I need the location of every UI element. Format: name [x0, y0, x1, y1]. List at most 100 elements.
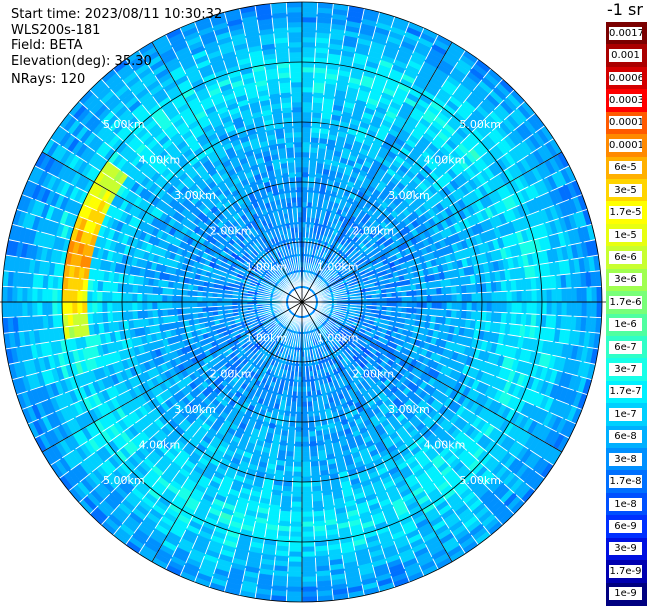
ppi-cell — [301, 481, 312, 488]
ppi-cell — [460, 310, 467, 320]
ppi-cell — [293, 456, 303, 463]
ppi-cell — [496, 291, 503, 303]
ppi-cell — [386, 297, 393, 303]
ppi-cell — [307, 191, 314, 198]
ppi-cell — [301, 136, 311, 143]
ppi-cell — [301, 131, 312, 138]
ppi-cell — [486, 291, 493, 303]
ppi-cell — [481, 292, 488, 303]
ppi-cell — [521, 301, 528, 314]
ppi-cell — [596, 286, 602, 303]
ppi-cell — [546, 301, 553, 316]
ppi-cell — [426, 301, 433, 310]
ppi-cell — [301, 416, 309, 423]
ppi-cell — [396, 296, 403, 303]
ppi-cell — [301, 401, 308, 408]
ppi-cell — [496, 301, 503, 313]
ppi-cell — [531, 289, 538, 303]
ppi-cell — [441, 286, 448, 295]
ppi-cell — [541, 301, 548, 316]
ppi-cell — [301, 51, 316, 58]
ppi-cell — [310, 132, 320, 139]
ppi-cell — [446, 301, 453, 311]
ppi-cell — [286, 596, 303, 602]
ppi-cell — [310, 137, 320, 144]
ppi-cell — [301, 31, 317, 38]
ppi-cell — [301, 496, 313, 503]
ppi-cell — [576, 287, 583, 303]
ppi-cell — [301, 151, 311, 158]
ppi-cell — [290, 506, 303, 513]
ppi-cell — [501, 291, 508, 303]
ppi-cell — [556, 301, 563, 316]
ppi-cell — [308, 161, 317, 168]
ppi-cell — [301, 111, 313, 118]
ppi-cell — [309, 445, 318, 453]
ppi-cell — [301, 566, 317, 573]
ppi-cell — [301, 161, 310, 168]
ray-separator — [301, 2, 319, 303]
ppi-cell — [296, 406, 303, 413]
ppi-cell — [301, 26, 317, 33]
ppi-cell — [301, 186, 309, 193]
ppi-cell — [301, 396, 308, 403]
ray-separator — [301, 8, 365, 303]
ppi-cell — [301, 501, 313, 508]
ppi-cell — [485, 281, 492, 293]
ppi-cell — [296, 391, 303, 398]
ppi-cell — [286, 586, 303, 593]
ppi-cell — [301, 61, 315, 68]
ppi-cell — [286, 591, 303, 598]
ppi-cell — [591, 286, 598, 303]
ppi-cell — [501, 301, 508, 313]
ppi-cell — [401, 301, 408, 308]
ppi-cell — [581, 301, 588, 318]
ppi-cell — [566, 287, 573, 303]
ray-separator — [301, 12, 381, 303]
ppi-cell — [456, 301, 463, 311]
ppi-cell — [456, 293, 463, 303]
ppi-cell — [310, 470, 321, 477]
ppi-cell — [288, 551, 303, 558]
ppi-cell — [391, 301, 398, 308]
ppi-cell — [526, 289, 533, 303]
ppi-cell — [591, 301, 598, 318]
ppi-cell — [301, 461, 311, 468]
ppi-cell — [288, 541, 303, 548]
ppi-cell — [386, 301, 393, 307]
ppi-cell — [531, 301, 538, 315]
ppi-cell — [556, 288, 563, 303]
ppi-cell — [436, 308, 443, 317]
ppi-cell — [411, 295, 418, 303]
ppi-cell — [284, 465, 294, 472]
ppi-cell — [301, 546, 316, 553]
ppi-cell — [292, 471, 303, 478]
ppi-cell — [431, 301, 438, 310]
ppi-cell — [436, 287, 443, 296]
ppi-cell — [576, 301, 583, 317]
ppi-cell — [286, 441, 295, 448]
ppi-cell — [294, 441, 303, 448]
ppi-cell — [301, 126, 312, 133]
ppi-cell — [431, 308, 438, 317]
ppi-cell — [307, 186, 315, 193]
ppi-cell — [586, 286, 593, 303]
ppi-cell — [466, 301, 473, 312]
ppi-cell — [455, 309, 462, 319]
ray-separator — [301, 21, 410, 303]
ray-separator — [301, 3, 334, 303]
ppi-cell — [301, 411, 309, 418]
ppi-cell — [551, 301, 558, 316]
ppi-cell — [470, 310, 477, 321]
ppi-cell — [301, 436, 310, 443]
ppi-cell — [292, 466, 303, 473]
ppi-cell — [491, 291, 498, 303]
ppi-cell — [301, 391, 308, 398]
ppi-cell — [287, 566, 303, 573]
ppi-cell — [309, 441, 318, 448]
ppi-cell — [286, 581, 303, 588]
ppi-cell — [301, 91, 314, 98]
ppi-cell — [521, 290, 528, 303]
ppi-cell — [516, 290, 523, 303]
ppi-cell — [541, 288, 548, 303]
